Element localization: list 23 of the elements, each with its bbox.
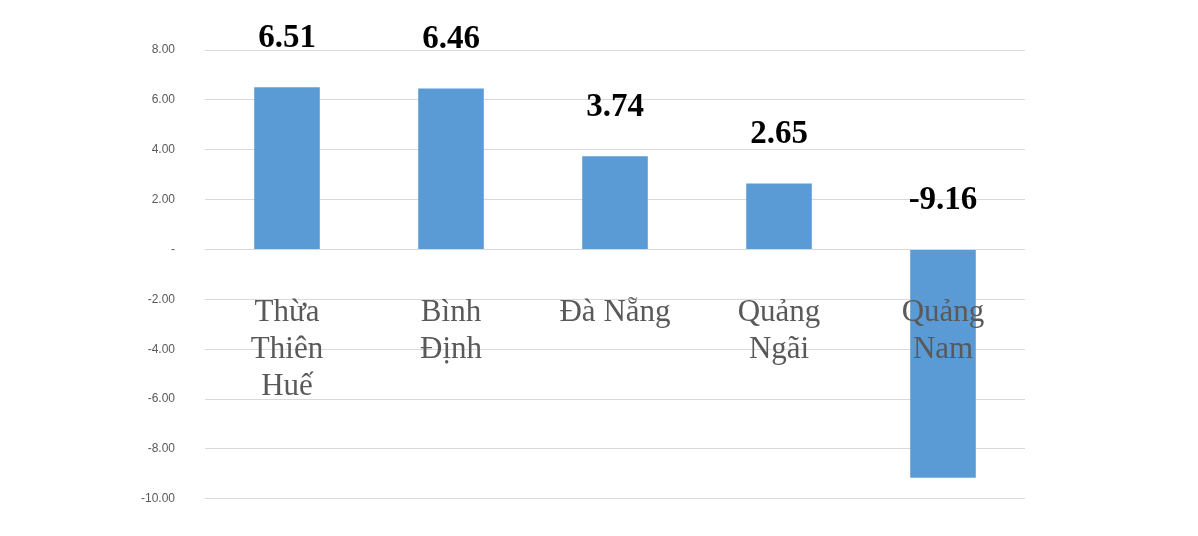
y-tick-label: -6.00: [147, 391, 176, 406]
y-tick-label: 4.00: [151, 142, 176, 157]
data-label: 2.65: [750, 114, 808, 151]
y-tick-label: -: [171, 241, 175, 256]
y-tick-label: -10.00: [140, 491, 176, 506]
bar: [746, 183, 812, 249]
data-label: 6.46: [422, 19, 480, 56]
y-tick-label: 8.00: [151, 42, 176, 57]
y-tick-label: 2.00: [151, 191, 176, 206]
bar: [254, 87, 320, 249]
y-tick-label: -2.00: [147, 291, 176, 306]
data-label: 3.74: [586, 87, 644, 124]
x-tick-label: Bình Định: [420, 293, 483, 366]
y-tick-label: 6.00: [151, 92, 176, 107]
bar: [582, 156, 648, 249]
data-label: -9.16: [908, 180, 978, 217]
data-label: 6.51: [258, 18, 316, 55]
y-tick-label: -8.00: [147, 441, 176, 456]
bar: [418, 88, 484, 249]
x-tick-label: Thừa Thiên Huế: [250, 293, 324, 403]
x-tick-label: Đà Nẵng: [559, 293, 671, 329]
x-tick-label: Quảng Ngãi: [737, 293, 821, 366]
y-tick-label: -4.00: [147, 341, 176, 356]
